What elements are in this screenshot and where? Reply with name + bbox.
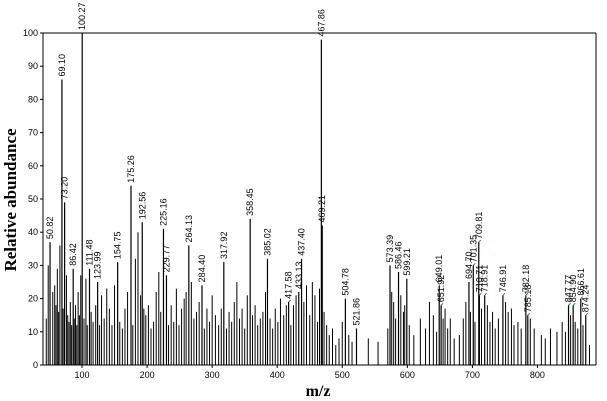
peak-label: 469.21 [317, 195, 327, 223]
label-connector [472, 263, 476, 266]
y-tick-label: 80 [28, 94, 38, 104]
peak-label: 785.18 [523, 285, 533, 313]
y-tick-label: 90 [28, 61, 38, 71]
peak-label: 599.21 [402, 248, 412, 276]
label-connector [288, 299, 292, 303]
peak-label: 709.81 [474, 212, 484, 240]
label-connector [527, 312, 531, 316]
peak-label: 586.46 [394, 242, 404, 270]
peak-label: 651.92 [436, 275, 446, 303]
y-tick-label: 100 [23, 28, 38, 38]
x-axis-title: m/z [306, 383, 331, 400]
label-connector [585, 312, 589, 316]
peak-label: 100.27 [77, 2, 87, 30]
peak-label: 573.39 [385, 235, 395, 263]
label-connector [484, 292, 488, 296]
peak-label: 701.35 [468, 235, 478, 263]
peak-label: 504.78 [340, 268, 350, 296]
y-tick-label: 50 [28, 194, 38, 204]
peak-label: 86.42 [68, 243, 78, 266]
y-tick-label: 60 [28, 161, 38, 171]
x-tick-label: 500 [335, 370, 350, 380]
label-connectors [288, 239, 589, 316]
x-tick-label: 700 [465, 370, 480, 380]
peak-label: 710.71 [474, 265, 484, 293]
peak-label: 782.18 [521, 265, 531, 293]
x-tick-label: 300 [205, 370, 220, 380]
peak-label: 847.77 [564, 275, 574, 303]
peak-label: 433.13 [294, 261, 304, 289]
y-tick-label: 70 [28, 128, 38, 138]
peak-label: 866.61 [576, 268, 586, 296]
peak-label: 854.90 [568, 275, 578, 303]
peak-label: 154.75 [113, 232, 123, 260]
axes [42, 32, 597, 366]
label-connector [568, 302, 571, 306]
peak-label: 175.26 [126, 155, 136, 183]
peak-label: 694.70 [464, 251, 474, 279]
y-tick-label: 0 [33, 360, 38, 370]
label-connector [572, 302, 576, 306]
peak-label: 718.91 [480, 265, 490, 293]
label-connector [580, 296, 584, 299]
x-tick-label: 200 [140, 370, 155, 380]
y-tick-label: 20 [28, 294, 38, 304]
peak-label: 69.10 [57, 54, 67, 77]
peak-label: 358.45 [245, 188, 255, 216]
label-connector [525, 292, 529, 296]
peak-label: 73.20 [60, 177, 70, 200]
peak-label: 50.82 [45, 217, 55, 240]
label-connector [479, 292, 482, 296]
x-tick-label: 100 [75, 370, 90, 380]
ticks: 0 10 20 30 40 50 60 70 80 90 100 100 200 300 400 500 600… [23, 28, 545, 380]
peak-label: 264.13 [184, 215, 194, 243]
y-tick-label: 10 [28, 327, 38, 337]
peak-label: 284.40 [197, 255, 207, 283]
peak-label: 225.16 [158, 198, 168, 226]
label-connector [440, 302, 444, 306]
peak-label: 385.02 [262, 228, 272, 256]
peak-label: 111.48 [85, 240, 95, 266]
label-connector [478, 239, 482, 243]
peak-label: 746.91 [498, 265, 508, 293]
y-tick-label: 30 [28, 260, 38, 270]
x-tick-label: 800 [530, 370, 545, 380]
peak-label: 874.24 [581, 285, 591, 313]
bars-layer [45, 33, 590, 365]
x-tick-label: 400 [270, 370, 285, 380]
peak-label: 521.86 [351, 298, 361, 326]
x-tick-label: 600 [400, 370, 415, 380]
peak-label: 417.58 [284, 271, 294, 299]
peak-label: 437.40 [297, 228, 307, 256]
peak-label: 123.99 [93, 251, 103, 279]
peak-label: 229.77 [161, 245, 171, 273]
y-axis-title: Relative abundance [1, 128, 20, 272]
label-connector [502, 292, 506, 296]
peak-label: 317.92 [219, 232, 229, 260]
peak-label: 649.01 [434, 255, 444, 283]
peak-label: 467.86 [316, 9, 326, 37]
peak-label: 192.56 [137, 192, 147, 220]
y-tick-label: 40 [28, 227, 38, 237]
